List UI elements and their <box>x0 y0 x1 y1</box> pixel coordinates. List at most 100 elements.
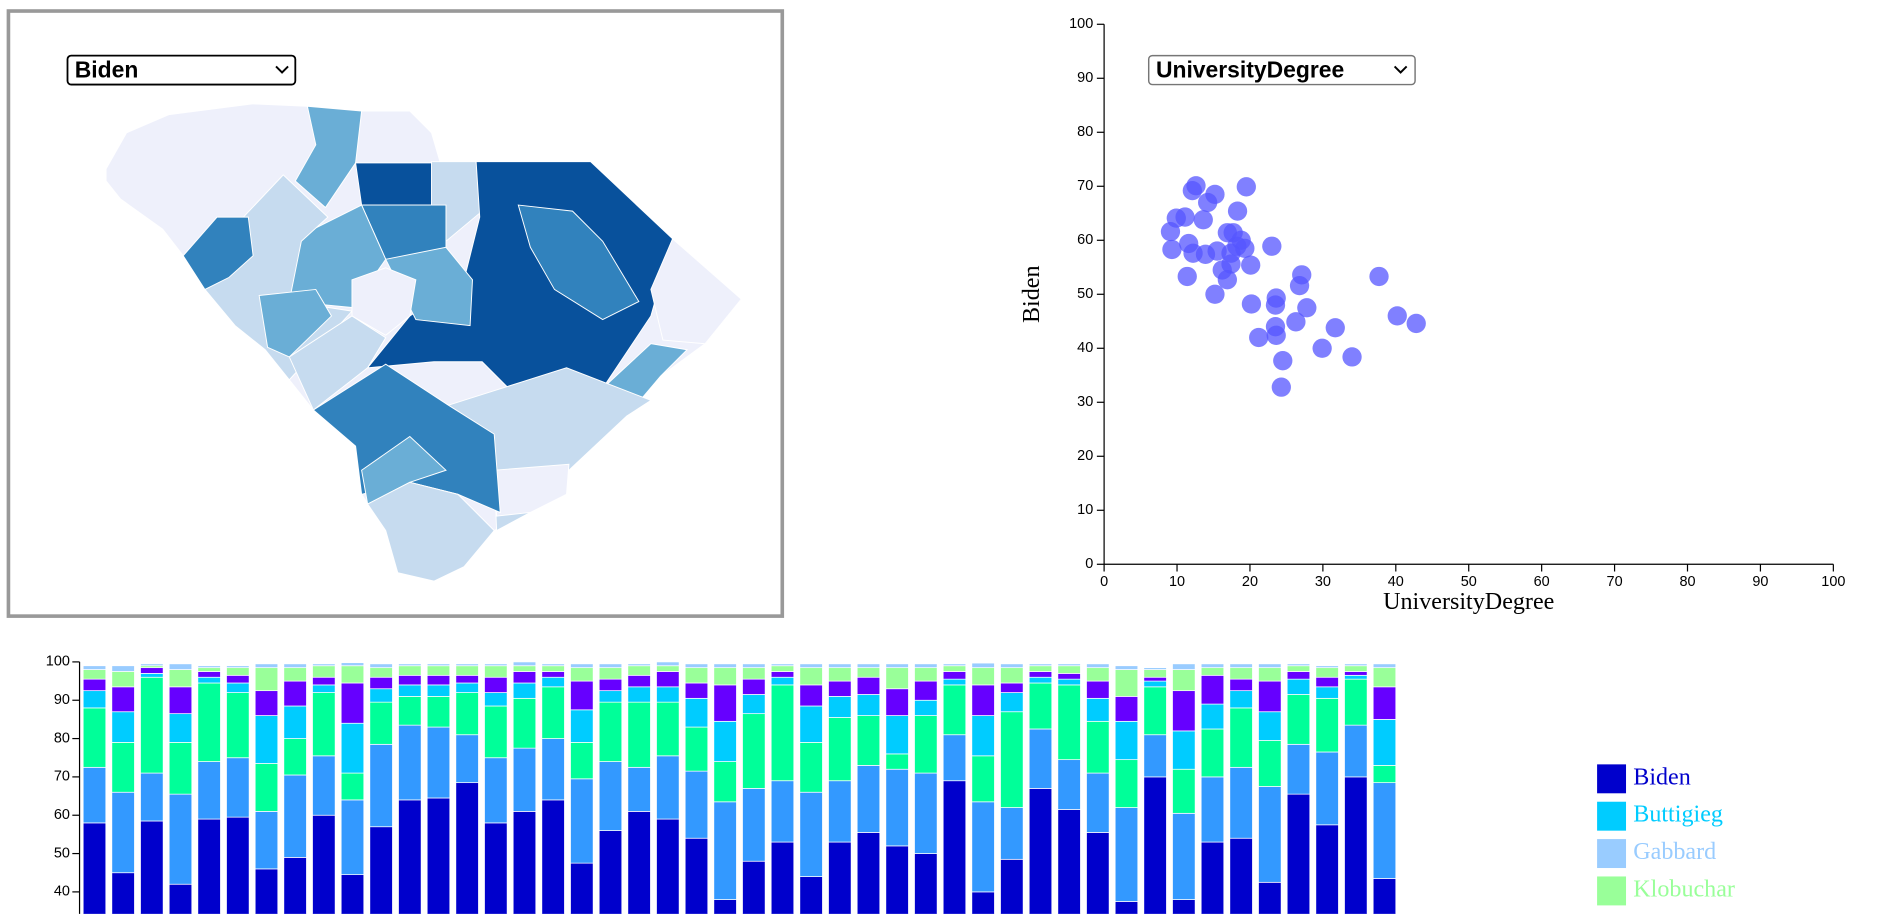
bar-segment <box>799 667 823 686</box>
x-tick-label: 80 <box>1679 574 1695 590</box>
bar-segment <box>312 684 336 693</box>
y-tick-label: 70 <box>54 769 70 785</box>
x-tick-label: 10 <box>1169 574 1185 590</box>
bar-segment <box>942 671 967 680</box>
select-value[interactable]: Biden <box>75 56 139 82</box>
bar-segment <box>1000 692 1024 713</box>
legend-swatch <box>1597 764 1627 794</box>
bar-segment <box>942 678 967 686</box>
bar-segment <box>885 688 909 716</box>
x-tick-label: 90 <box>1752 574 1768 590</box>
bar-segment <box>971 715 995 757</box>
bar-segment <box>455 782 479 914</box>
bar-segment <box>1000 711 1024 808</box>
bar-segment <box>312 755 336 816</box>
bar-segment <box>1258 663 1282 669</box>
bar-segment <box>398 663 422 667</box>
bar-segment <box>770 663 795 667</box>
bar-segment <box>168 663 193 670</box>
y-tick-label: 90 <box>54 692 70 708</box>
point <box>1312 338 1332 358</box>
bar-segment <box>1200 728 1225 778</box>
bar-segment <box>312 663 336 667</box>
bar-segment <box>455 682 479 693</box>
bar-segment <box>254 715 279 764</box>
bar-segment <box>1000 667 1024 684</box>
bar-segment <box>1344 663 1368 667</box>
bar-segment <box>1315 751 1339 826</box>
bar-segment <box>656 686 680 703</box>
bar-segment <box>398 684 422 697</box>
y-tick-label: 30 <box>1077 394 1093 410</box>
bar-segment <box>226 757 250 818</box>
y-tick-label: 10 <box>1077 502 1093 518</box>
bar-segment <box>1258 667 1282 682</box>
bar-segment <box>283 738 307 776</box>
y-tick-label: 20 <box>1077 448 1093 464</box>
select-box[interactable] <box>1147 54 1416 86</box>
bar-segment <box>1028 665 1053 672</box>
bar-segment <box>885 768 909 847</box>
bar-segment <box>512 811 537 914</box>
bar-segment <box>656 661 680 667</box>
variable-select[interactable]: UniversityDegree <box>1147 54 1416 86</box>
bar-segment <box>426 684 451 697</box>
bar-segment <box>111 791 135 874</box>
bar-segment <box>226 665 250 669</box>
bar-segment <box>856 663 881 669</box>
bar-segment <box>971 662 995 669</box>
select-box[interactable] <box>66 54 297 86</box>
bar-segment <box>570 680 594 711</box>
bar-segment <box>82 707 107 768</box>
county <box>366 481 495 582</box>
point <box>1205 284 1225 304</box>
bar-segment <box>1172 768 1196 814</box>
bar-segment <box>656 701 680 757</box>
bar-segment <box>168 742 193 795</box>
bar-segment <box>1372 686 1397 720</box>
bar-segment <box>226 682 250 693</box>
bar-segment <box>140 663 164 667</box>
bar-segment <box>570 862 594 914</box>
bar-segment <box>570 742 594 780</box>
bar-segment <box>283 705 307 739</box>
bar-segment <box>168 883 193 914</box>
bar-segment <box>1000 858 1024 914</box>
bar-segment <box>340 874 365 914</box>
bar-segment <box>713 801 737 900</box>
candidate-select[interactable]: Biden <box>66 54 297 86</box>
bar-segment <box>82 669 107 680</box>
bar-segment <box>627 766 651 812</box>
select-chevron <box>1393 65 1408 74</box>
point <box>1271 377 1291 397</box>
bar-segment <box>455 665 479 676</box>
bar-segment <box>828 696 852 718</box>
bar-segment <box>1229 678 1253 692</box>
bar-segment <box>570 778 594 864</box>
bar-segment <box>111 671 135 688</box>
point <box>1162 239 1182 260</box>
bar-segment <box>541 676 565 688</box>
bar-segment <box>684 663 709 669</box>
bar-segment <box>828 663 852 669</box>
bar-segment <box>140 772 164 822</box>
bar-segment <box>369 667 393 678</box>
bar-segment <box>1258 711 1282 741</box>
bar-segment <box>1372 719 1397 766</box>
bar-segment <box>1200 703 1225 730</box>
bar-segment <box>1000 663 1024 669</box>
bar-segment <box>197 676 221 684</box>
select-value[interactable]: UniversityDegree <box>1156 56 1344 82</box>
y-tick-label: 40 <box>1077 340 1093 356</box>
bar-segment <box>942 684 967 736</box>
bar-segment <box>856 667 881 678</box>
county <box>288 315 387 411</box>
point <box>1289 275 1310 296</box>
bar-segment <box>828 667 852 682</box>
bar-segment <box>1086 697 1110 722</box>
bar-segment <box>1372 667 1397 688</box>
bar-segment <box>1344 671 1368 676</box>
bar-segment <box>1000 807 1024 860</box>
bar-segment <box>254 763 279 812</box>
